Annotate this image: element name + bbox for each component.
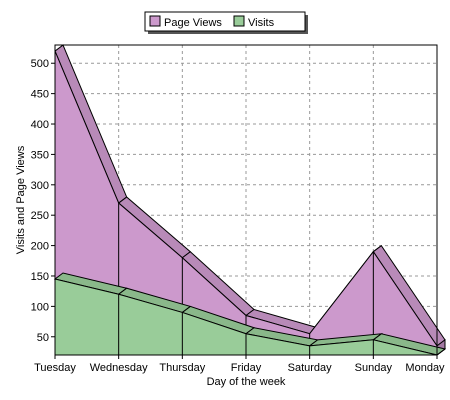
- y-tick-label: 400: [31, 119, 49, 131]
- y-tick-label: 450: [31, 89, 49, 101]
- x-tick-label: Sunday: [355, 362, 393, 374]
- area-front-face: [54, 278, 438, 356]
- y-tick-label: 300: [31, 180, 49, 192]
- area-end-face: [436, 348, 446, 356]
- y-tick-label: 350: [31, 149, 49, 161]
- legend-box: [144, 11, 306, 32]
- y-tick-label: 500: [31, 58, 49, 70]
- x-tick-label: Friday: [231, 362, 262, 374]
- legend-swatch: [233, 15, 245, 27]
- plot-areas: [53, 44, 447, 356]
- x-tick-label: Monday: [405, 362, 445, 374]
- y-tick-label: 150: [31, 271, 49, 283]
- x-axis-title: Day of the week: [207, 376, 286, 388]
- series-visits: [53, 272, 447, 356]
- legend-label: Visits: [248, 17, 275, 29]
- x-tick-label: Tuesday: [34, 362, 76, 374]
- x-tick-label: Wednesday: [90, 362, 148, 374]
- y-tick-label: 100: [31, 301, 49, 313]
- y-tick-label: 200: [31, 241, 49, 253]
- x-tick-label: Thursday: [159, 362, 205, 374]
- x-tick-label: Saturday: [288, 362, 333, 374]
- legend-label: Page Views: [164, 17, 222, 29]
- y-tick-label: 50: [37, 332, 49, 344]
- y-axis-title: Visits and Page Views: [15, 145, 27, 254]
- y-tick-label: 250: [31, 210, 49, 222]
- legend: Page Views Visits: [144, 11, 308, 34]
- x-axis-ticks: Tuesday Wednesday Thursday Friday Saturday Su…: [34, 355, 445, 374]
- y-axis-ticks: 50 100 150 200 250 300 350 400 450 500: [31, 58, 55, 344]
- legend-swatch: [149, 15, 161, 27]
